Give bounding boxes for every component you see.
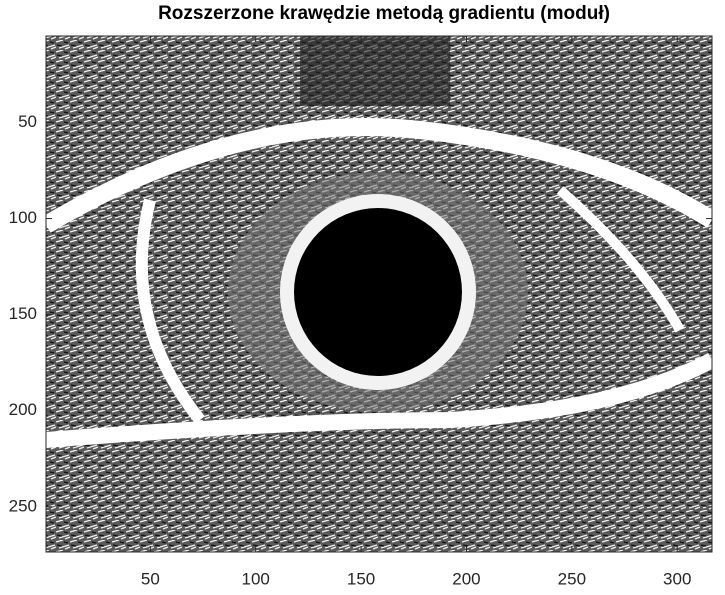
- x-tick-label: 200: [452, 569, 480, 588]
- y-tick-label: 100: [9, 208, 37, 227]
- y-tick-label: 250: [9, 496, 37, 515]
- axes-box: [45, 35, 713, 553]
- image: [46, 36, 712, 552]
- y-tick-label: 50: [18, 112, 37, 131]
- x-tick-label: 250: [558, 569, 586, 588]
- chart-title: Rozszerzone krawędzie metodą gradientu (…: [158, 3, 610, 24]
- x-tick-label: 50: [141, 569, 160, 588]
- x-tick-label: 100: [242, 569, 270, 588]
- y-tick-label: 150: [9, 304, 37, 323]
- y-tick-label: 200: [9, 400, 37, 419]
- x-tick-label: 150: [347, 569, 375, 588]
- x-tick-label: 300: [663, 569, 691, 588]
